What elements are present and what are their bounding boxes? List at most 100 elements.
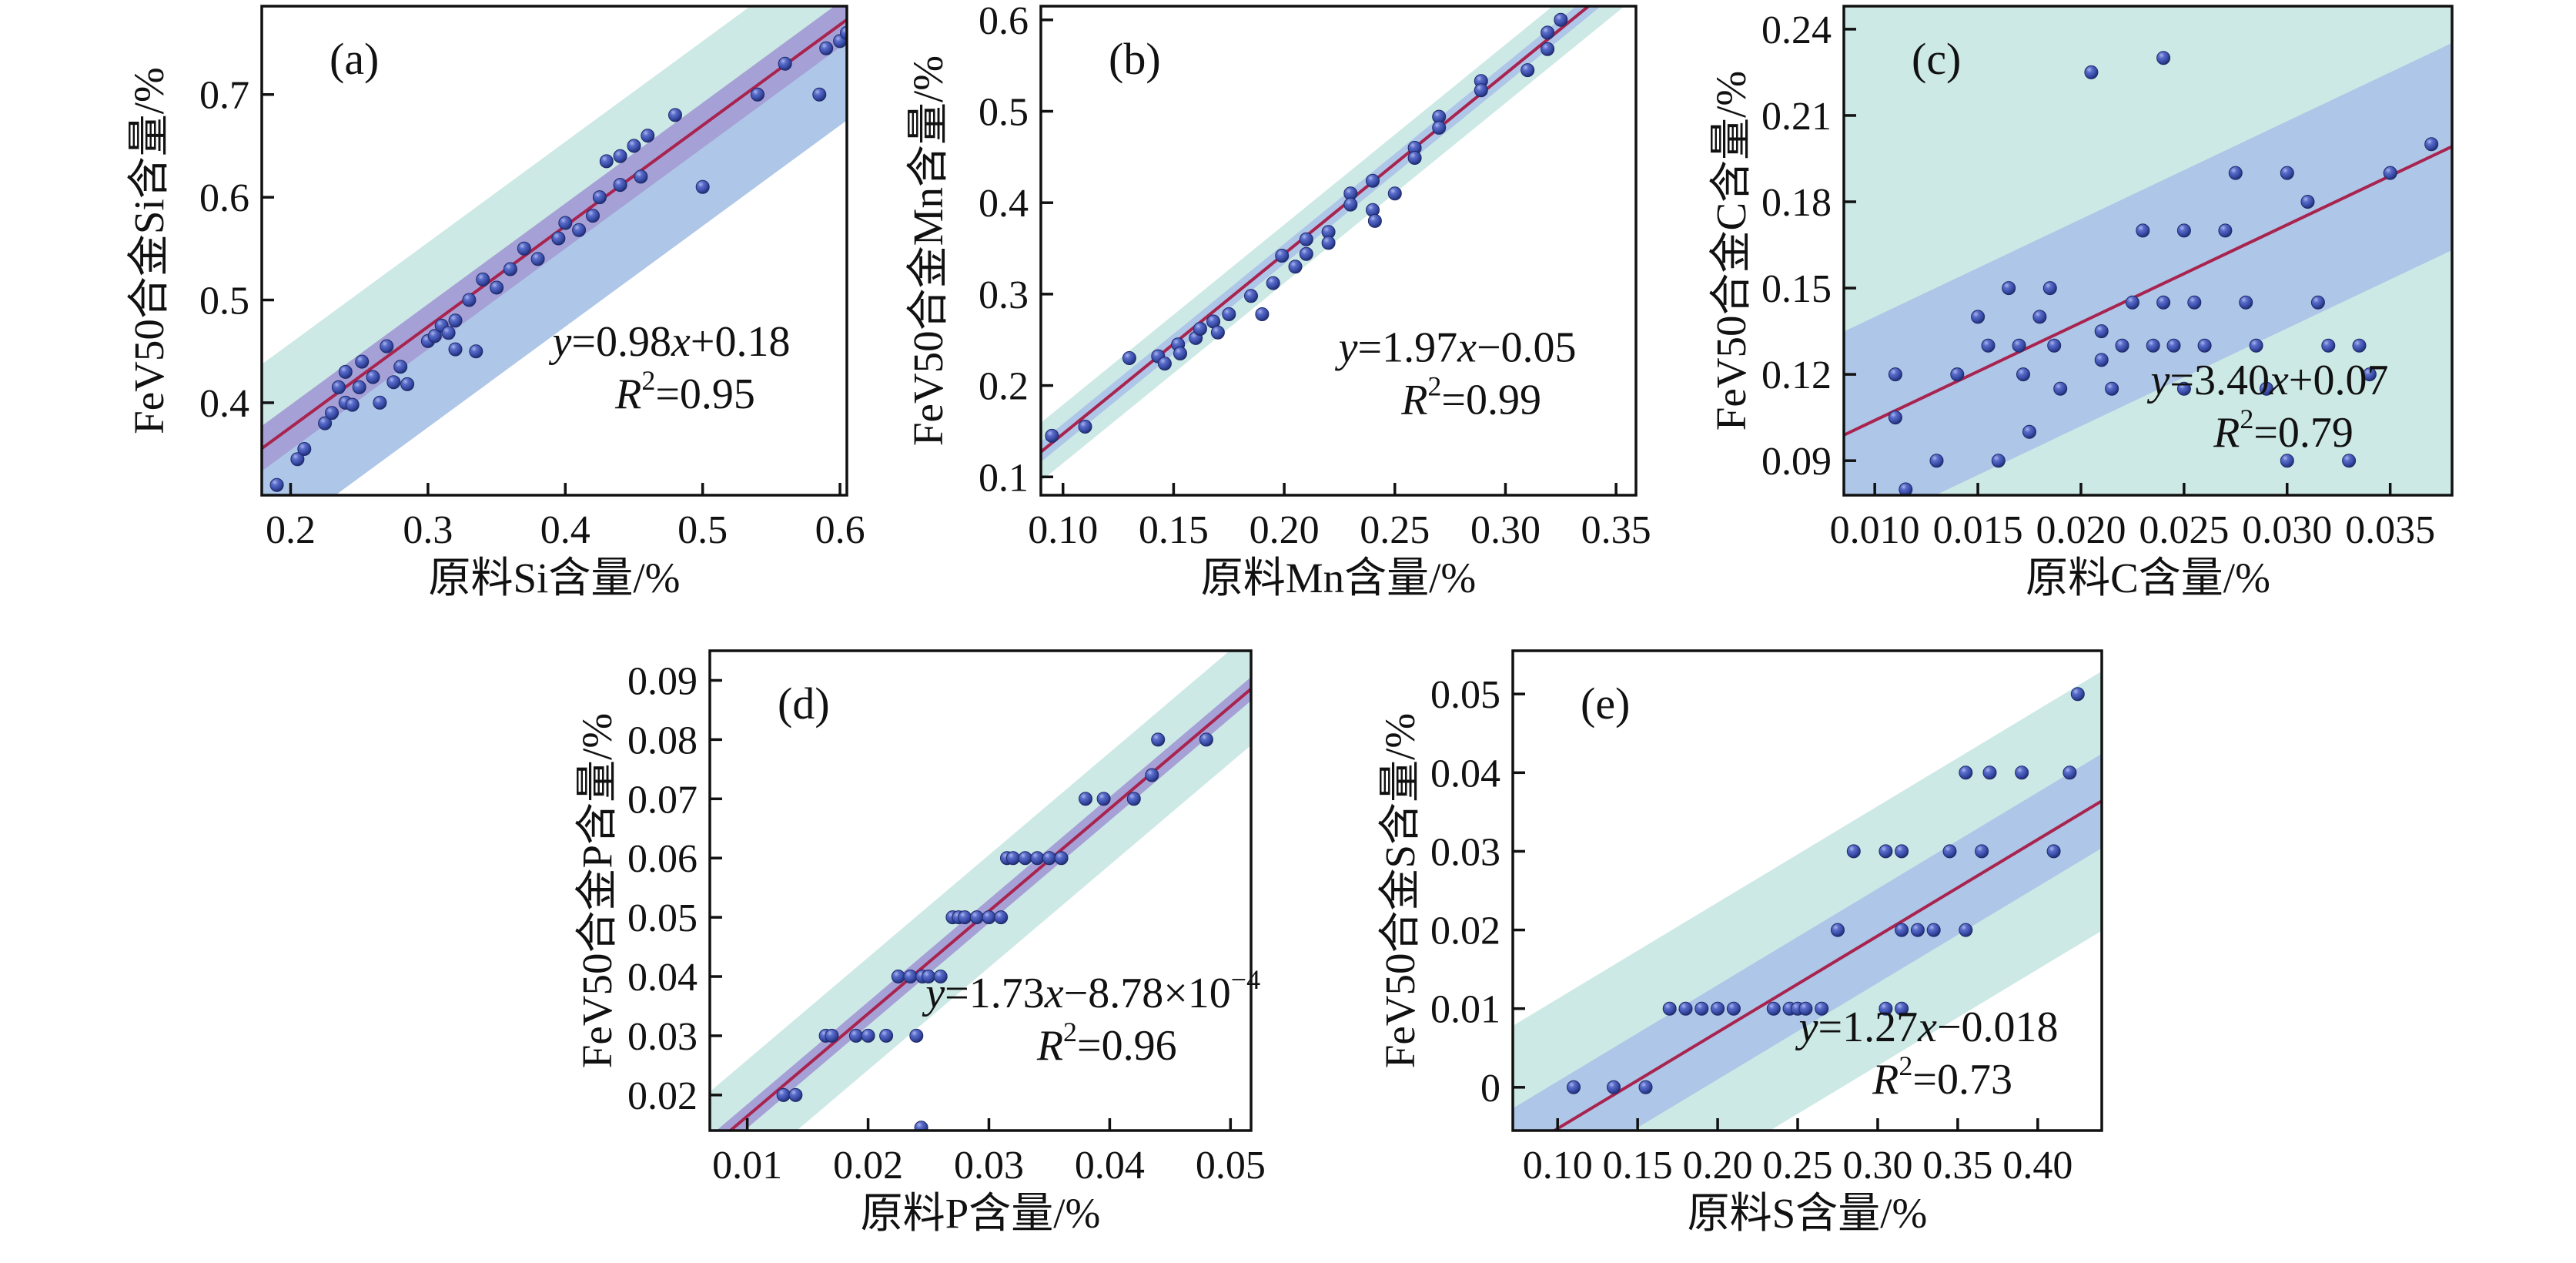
data-point (297, 442, 312, 456)
data-point (345, 397, 360, 412)
panel-e: 0.10 0.15 0.20 0.25 0.30 0.35 0.40 0 0.01 0.02 0.0… (1377, 649, 2103, 1237)
data-point (1474, 83, 1488, 98)
x-tick-label: 0.25 (1763, 1144, 1833, 1188)
data-point (1275, 249, 1290, 263)
panel-c: 0.010 0.015 0.020 0.025 0.030 0.035 0.09 0.12 0.… (1708, 5, 2454, 601)
data-point (586, 209, 600, 223)
data-point (1638, 1080, 1653, 1094)
data-point (2239, 295, 2253, 310)
y-tick-label: 0.02 (627, 1074, 698, 1118)
data-point (1878, 1001, 1893, 1016)
data-point (355, 354, 370, 369)
data-point (2260, 381, 2273, 396)
data-point (1541, 25, 1555, 40)
data-point (1607, 1080, 1621, 1094)
y-axis-label: FeV50合金Mn含量/% (905, 55, 952, 446)
x-tick-label: 0.035 (2345, 508, 2435, 552)
data-point (1766, 1001, 1781, 1016)
data-point (1991, 454, 2006, 468)
data-point (1078, 420, 1092, 434)
data-point (2094, 353, 2109, 367)
data-point (1157, 357, 1172, 371)
data-point (2053, 381, 2068, 396)
y-tick-label: 0.01 (1430, 988, 1500, 1032)
data-point (476, 272, 490, 286)
x-tick-label: 0.030 (2242, 508, 2332, 552)
y-tick-label: 0.05 (1430, 673, 1500, 717)
teal-band (710, 651, 1251, 1131)
data-point (469, 344, 483, 359)
x-tick-label: 0.10 (1523, 1144, 1593, 1188)
x-tick-label: 0.5 (677, 508, 728, 552)
y-tick-label: 0.03 (627, 1015, 698, 1059)
data-point (1831, 923, 1845, 937)
equation-label: y=0.98x+0.18 (549, 318, 791, 366)
data-point (373, 395, 387, 410)
data-point (2424, 137, 2439, 152)
equation-label: y=1.27x−0.018 (1795, 1003, 2059, 1051)
x-tick-label: 0.6 (815, 508, 865, 552)
x-axis-label: 原料S含量/% (1688, 1190, 1928, 1237)
data-point (551, 231, 566, 246)
data-point (2016, 367, 2030, 382)
data-point (969, 910, 984, 925)
data-point (909, 1028, 924, 1043)
panel-tag: (e) (1581, 678, 1630, 729)
x-tick-label: 0.03 (954, 1144, 1024, 1188)
x-tick-label: 0.010 (1830, 508, 1920, 552)
data-point (325, 406, 339, 420)
axes-box (260, 5, 848, 497)
data-point (1367, 213, 1382, 228)
y-tick-label: 0.1 (979, 456, 1029, 500)
x-axis-label: 原料C含量/% (2026, 554, 2270, 601)
x-tick-label: 0.35 (1581, 508, 1651, 552)
axes-box (1842, 5, 2454, 497)
data-point (2022, 424, 2036, 439)
data-point (2032, 310, 2047, 324)
data-point (1387, 186, 1402, 201)
data-point (1096, 792, 1111, 806)
data-point (1815, 1001, 1829, 1016)
data-point (1726, 1001, 1741, 1016)
data-point (331, 380, 346, 394)
axes-box (708, 649, 1253, 1132)
teal-band (1513, 671, 2102, 1131)
data-point (1942, 844, 1957, 859)
data-point (1981, 338, 1996, 353)
x-tick-label: 0.2 (266, 508, 316, 552)
y-tick-label: 0.24 (1761, 8, 1832, 52)
data-point (1929, 454, 1944, 468)
y-tick-label: 0.04 (1430, 752, 1500, 796)
data-point (933, 970, 948, 983)
data-point (462, 293, 477, 307)
data-point (668, 108, 682, 122)
data-point (751, 87, 764, 102)
data-point (1971, 310, 1986, 324)
blue-band (262, 38, 847, 495)
y-tick-label: 0.6 (199, 176, 249, 220)
data-point (2070, 687, 2085, 702)
data-point (819, 41, 834, 55)
data-point (490, 280, 504, 295)
data-point (1042, 851, 1056, 866)
data-point (2084, 65, 2099, 79)
data-point (2042, 281, 2057, 296)
data-point (1895, 1001, 1909, 1016)
data-point (1982, 766, 1997, 780)
data-point (427, 329, 442, 343)
data-point (2176, 381, 2191, 396)
y-tick-label: 0.09 (627, 659, 698, 703)
data-point (386, 375, 401, 390)
y-tick-label: 0.4 (979, 182, 1029, 226)
data-point (1126, 792, 1141, 806)
r-squared-label: R2=0.95 (614, 365, 755, 418)
data-point (592, 190, 607, 205)
data-point (338, 364, 353, 379)
data-point (778, 56, 792, 71)
data-point (2280, 454, 2294, 468)
data-point (848, 1028, 863, 1043)
data-point (1321, 236, 1336, 250)
data-point (503, 262, 517, 276)
data-point (2228, 166, 2243, 180)
data-point (2094, 324, 2109, 339)
